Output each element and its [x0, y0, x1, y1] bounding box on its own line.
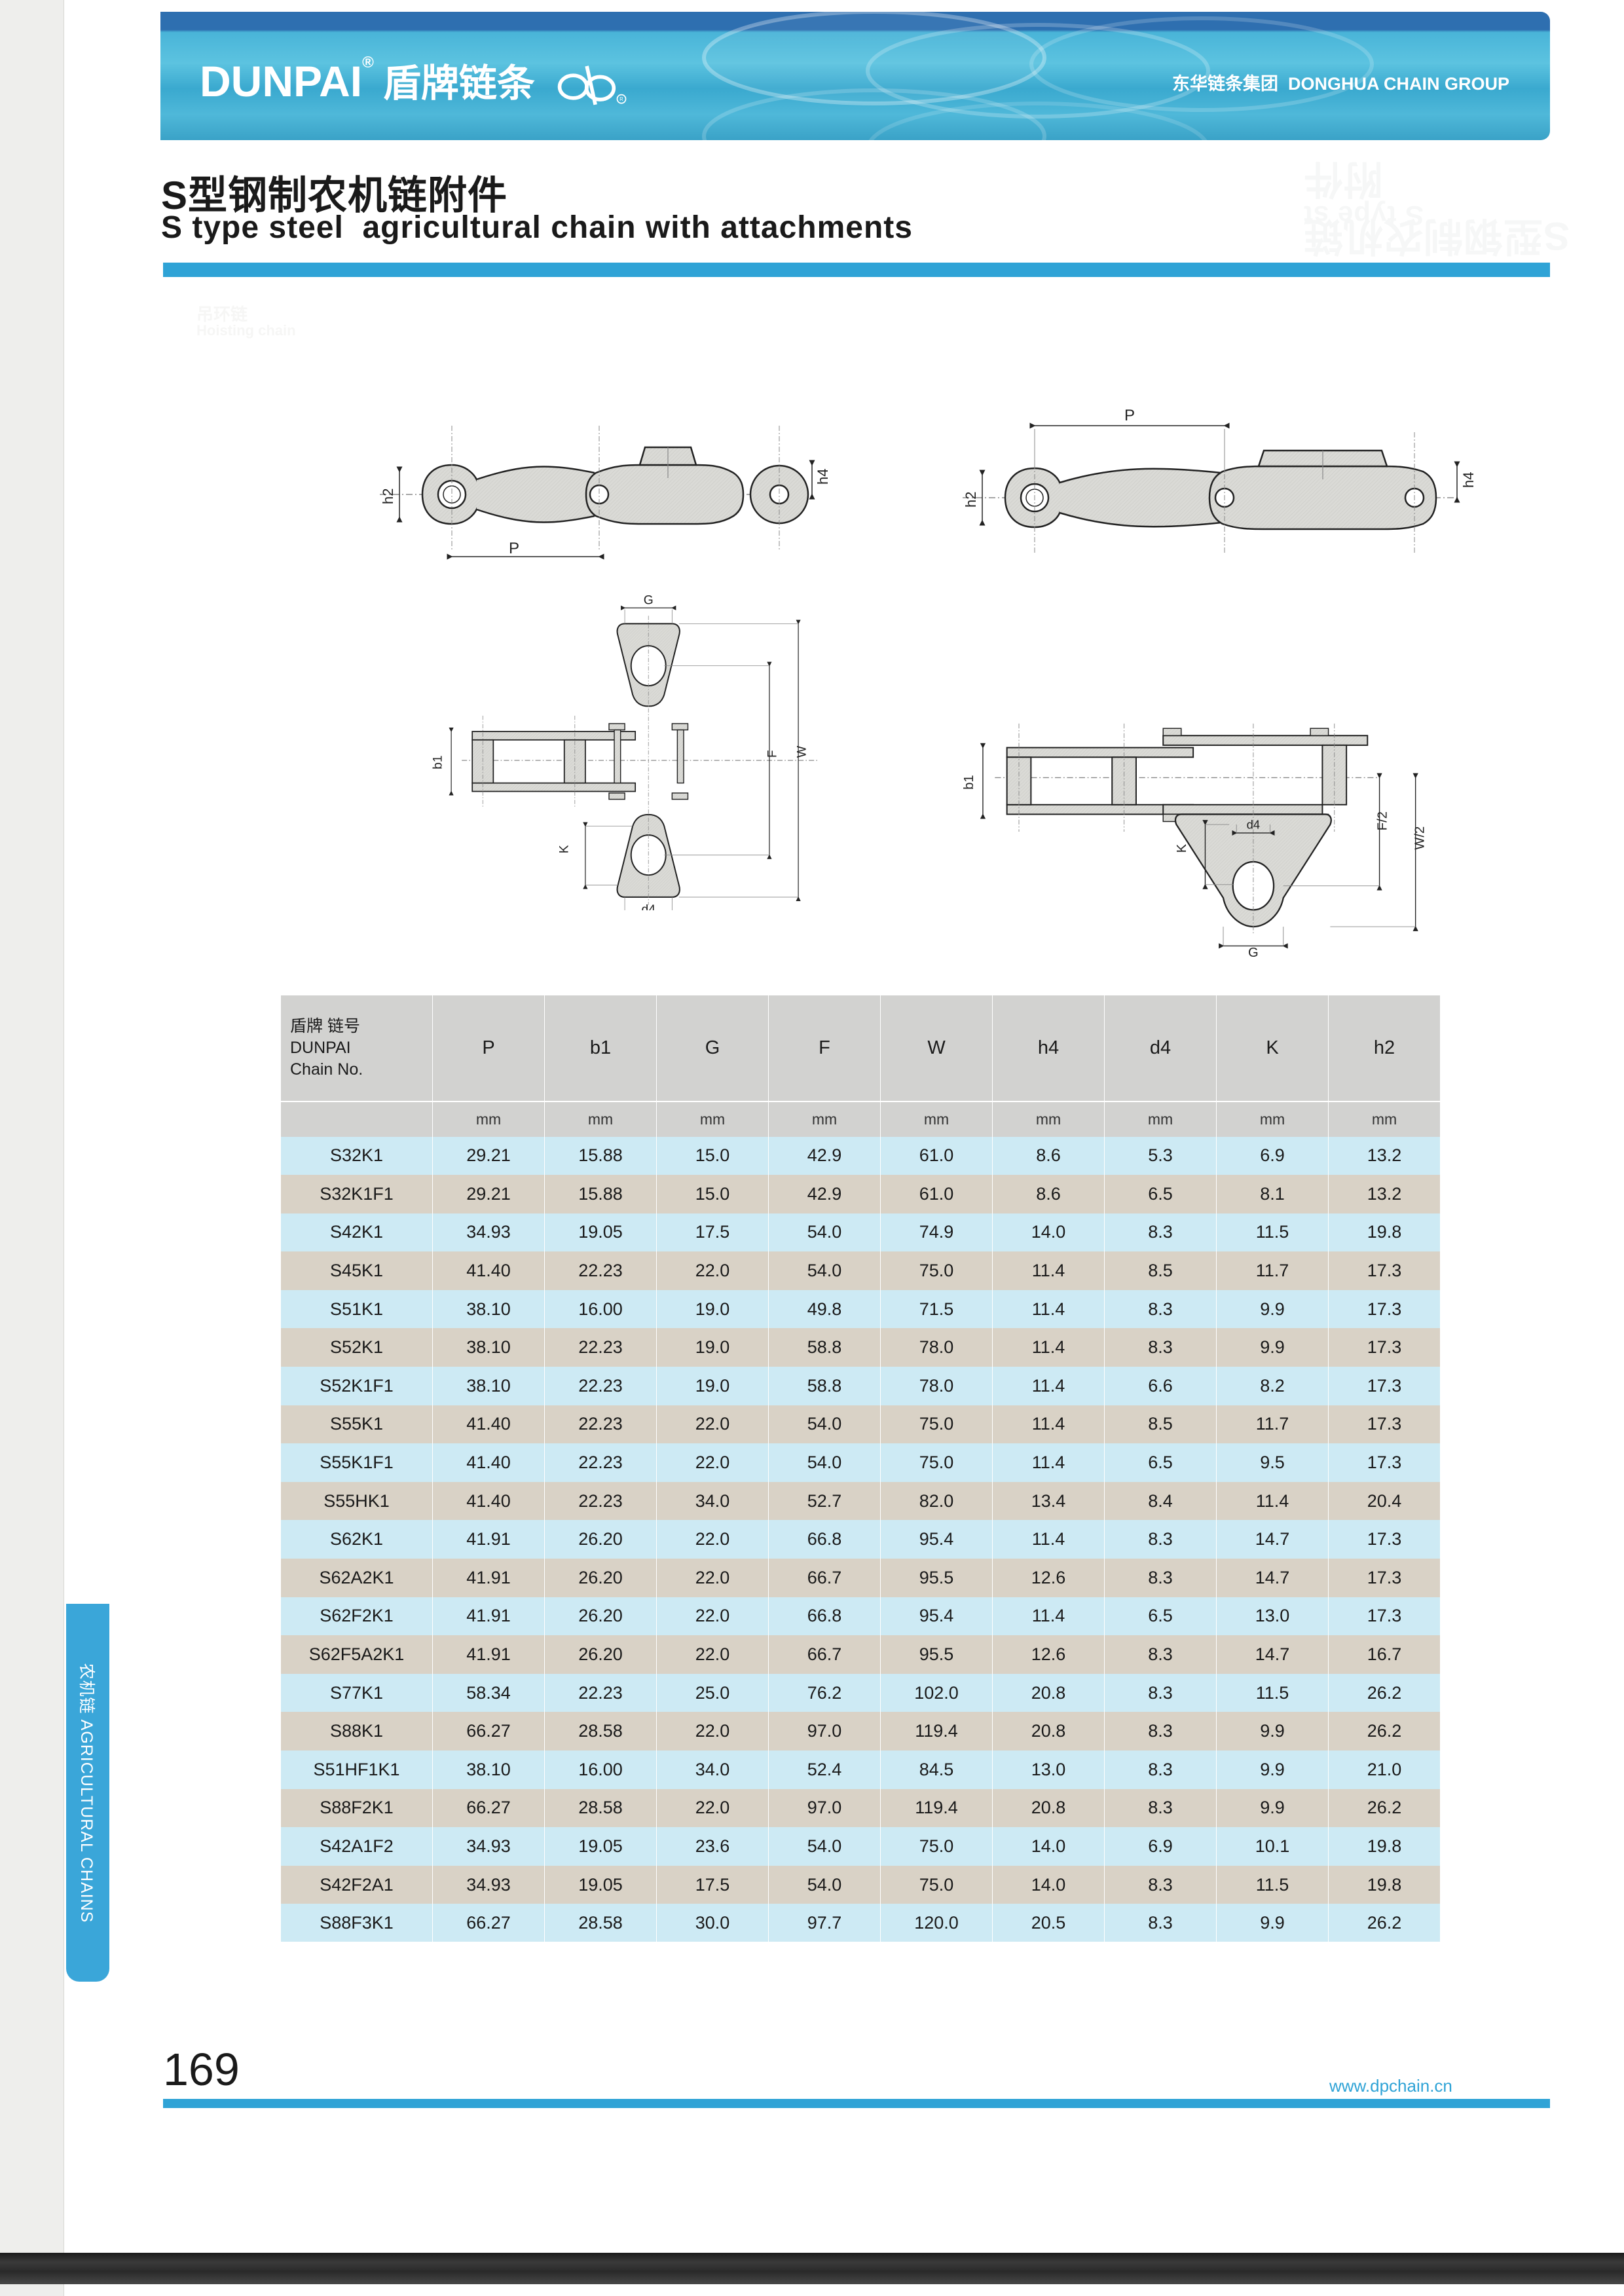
- svg-text:P: P: [509, 540, 519, 557]
- svg-text:h2: h2: [380, 489, 396, 504]
- svg-text:R: R: [619, 96, 623, 102]
- svg-text:P: P: [1124, 407, 1135, 424]
- svg-text:G: G: [1248, 946, 1259, 960]
- svg-text:b1: b1: [432, 755, 445, 769]
- svg-text:W: W: [795, 745, 809, 758]
- svg-text:h2: h2: [963, 492, 979, 508]
- svg-text:F/2: F/2: [1376, 811, 1390, 830]
- svg-text:K: K: [1175, 843, 1189, 853]
- svg-text:K: K: [557, 845, 571, 853]
- svg-text:d4: d4: [1247, 817, 1260, 831]
- svg-text:W/2: W/2: [1412, 826, 1427, 850]
- svg-text:b1: b1: [962, 775, 976, 789]
- svg-text:F: F: [766, 750, 779, 758]
- svg-text:h4: h4: [1460, 472, 1477, 488]
- svg-text:d4: d4: [642, 903, 656, 910]
- svg-text:h4: h4: [815, 469, 831, 485]
- svg-text:G: G: [644, 594, 654, 608]
